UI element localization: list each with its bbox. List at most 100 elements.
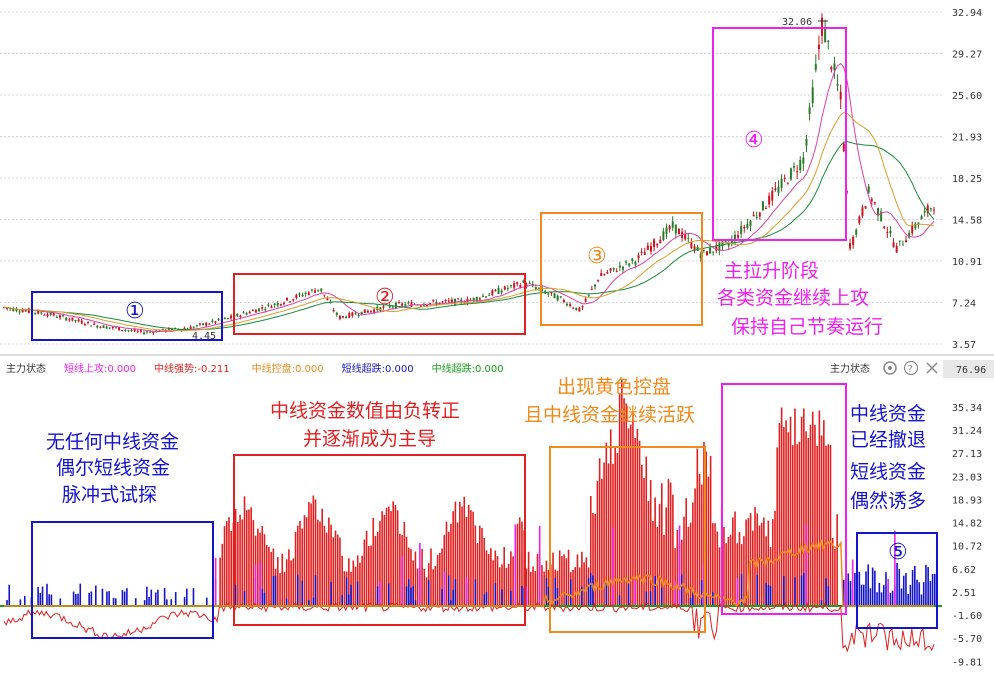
candle-body — [195, 325, 198, 327]
mid-strength-bar — [325, 532, 328, 607]
short-oversold-bar — [618, 595, 621, 607]
short-oversold-bar — [95, 585, 97, 607]
current-value-box — [943, 360, 994, 378]
indicator-tick-label: 27.13 — [952, 449, 982, 460]
mid-strength-bar — [665, 507, 668, 607]
short-oversold-bar — [234, 585, 237, 607]
stage2-price-box — [233, 273, 526, 335]
short-oversold-bar — [301, 580, 304, 607]
candle-body — [721, 241, 724, 247]
candle-body — [114, 327, 117, 329]
short-oversold-bar — [90, 591, 93, 607]
mid-strength-bar — [281, 553, 284, 607]
short-oversold-bar — [39, 592, 42, 607]
short-oversold-bar — [88, 592, 90, 607]
mid-strength-bar — [361, 555, 363, 607]
mid-strength-bar — [228, 517, 230, 607]
close-icon[interactable] — [926, 362, 938, 374]
mid-strength-bar — [749, 513, 752, 607]
short-oversold-bar — [410, 587, 412, 607]
candle-body — [130, 330, 133, 332]
short-oversold-bar — [565, 593, 568, 607]
short-oversold-bar — [447, 575, 450, 607]
mid-strength-bar — [663, 534, 665, 607]
mid-strength-bar — [223, 526, 226, 607]
settings-icon[interactable] — [883, 361, 897, 375]
short-oversold-bar — [126, 588, 128, 607]
mid-strength-bar — [627, 428, 630, 607]
candle-body — [870, 199, 873, 202]
mid-strength-bar — [680, 539, 683, 607]
candle-body — [513, 283, 516, 288]
mid-strength-bar — [339, 537, 341, 607]
no-mid-funds-annotation: 无任何中线资金 偶尔短线资金 脉冲式试探 — [46, 431, 179, 506]
candle-body — [537, 287, 540, 289]
short-attack-bar — [634, 580, 636, 607]
candle-body — [282, 302, 285, 305]
candle-body — [475, 297, 478, 302]
candle-body — [842, 143, 845, 152]
mid-strength-bar — [763, 517, 765, 607]
candle-body — [310, 289, 313, 291]
candle-body — [709, 247, 712, 254]
candle-body — [637, 255, 640, 259]
candle-body — [587, 294, 590, 296]
short-attack-bar — [851, 559, 854, 607]
mid-strength-bar — [712, 523, 714, 607]
candle-body — [65, 317, 68, 321]
stage1-price-box — [31, 291, 223, 341]
mid-strength-bar — [669, 482, 672, 607]
mid-strength-bar — [512, 556, 514, 607]
candle-body — [127, 330, 130, 332]
candle-body — [852, 236, 855, 245]
candle-body — [877, 208, 880, 216]
mid-strength-bar — [778, 423, 781, 607]
candle-body — [905, 240, 908, 243]
short-oversold-bar — [918, 582, 921, 607]
short-attack-bar — [465, 576, 468, 607]
short-oversold-bar — [356, 581, 359, 607]
candle-body — [684, 233, 687, 240]
candle-body — [824, 28, 827, 43]
mid-strength-bar — [463, 496, 466, 607]
candle-body — [898, 240, 901, 242]
mid-strength-bar — [583, 562, 585, 607]
short-oversold-bar — [59, 598, 62, 607]
stage4-price-box — [712, 27, 847, 241]
mid-strength-bar — [279, 573, 281, 607]
candle-body — [814, 64, 817, 70]
help-icon[interactable]: ? — [903, 360, 919, 376]
candle-body — [332, 310, 335, 312]
candle-body — [547, 293, 550, 295]
short-oversold-bar — [414, 600, 417, 607]
short-oversold-bar — [450, 600, 452, 607]
candle-body — [248, 311, 251, 314]
candle-body — [245, 313, 248, 315]
mid-strength-bar — [328, 517, 330, 607]
mid-strength-line — [3, 601, 935, 653]
mid-strength-bar — [407, 547, 410, 607]
indicator-title-right[interactable]: 主力状态 — [830, 362, 870, 375]
mid-strength-bar — [405, 536, 408, 607]
candle-body — [419, 305, 422, 307]
mid-funds-retreat-annotation: 中线资金 已经撤退 短线资金 偶然诱多 — [850, 403, 926, 512]
mid-strength-bar — [363, 539, 366, 607]
mid-strength-bar — [581, 551, 583, 607]
short-oversold-bar — [50, 594, 53, 607]
mid-strength-bar — [643, 478, 645, 607]
short-oversold-bar — [645, 591, 648, 607]
short-oversold-bar — [660, 587, 663, 607]
candle-body — [118, 327, 121, 331]
candle-body — [727, 243, 730, 246]
candle-body — [111, 326, 114, 329]
short-oversold-bar — [285, 598, 288, 607]
mid-strength-bar — [410, 549, 412, 607]
candle-body — [640, 251, 643, 253]
mid-strength-bar — [381, 511, 383, 607]
candle-body — [301, 294, 304, 297]
mid-strength-bar — [263, 534, 266, 607]
mid-strength-bar — [370, 545, 372, 607]
mid-strength-bar — [478, 525, 481, 607]
candle-body — [578, 307, 581, 312]
candle-body — [836, 83, 839, 86]
